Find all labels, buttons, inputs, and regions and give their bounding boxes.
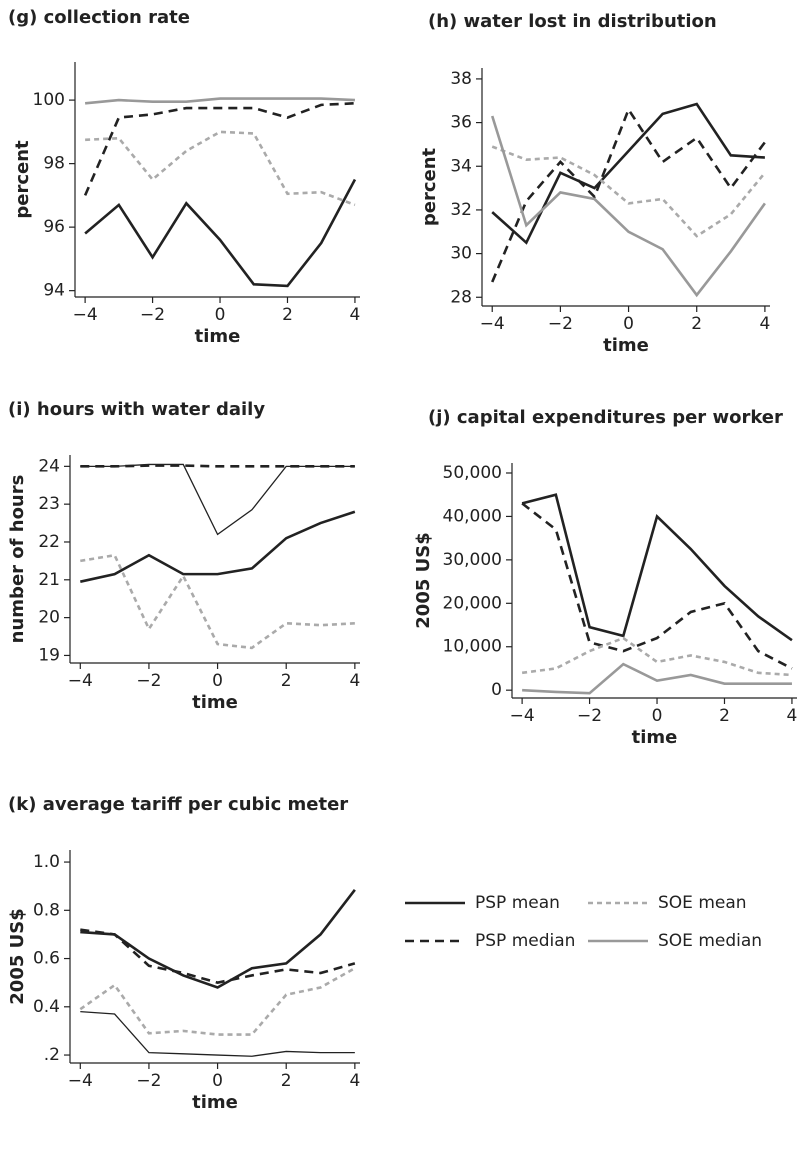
chart-title: (j) capital expenditures per worker xyxy=(428,407,783,428)
y-tick-label: 23 xyxy=(38,494,60,514)
y-tick-label: 0.6 xyxy=(33,949,60,969)
series-line xyxy=(521,636,793,677)
x-axis-label: time xyxy=(192,692,238,713)
y-tick-label: 21 xyxy=(38,570,60,590)
y-tick-label: 0.8 xyxy=(33,900,60,920)
y-tick-label: 96 xyxy=(43,217,65,237)
x-tick-label: −2 xyxy=(140,305,165,325)
series-line xyxy=(79,967,356,1036)
y-tick-label: 24 xyxy=(38,456,60,476)
x-tick-label: −2 xyxy=(136,1071,161,1091)
series-line xyxy=(80,928,356,985)
series-line xyxy=(84,97,356,105)
y-tick-label: 34 xyxy=(450,156,472,176)
x-tick-label: 4 xyxy=(350,305,361,325)
series-line xyxy=(491,145,766,238)
x-tick-label: −2 xyxy=(577,706,602,726)
y-tick-label: 0 xyxy=(491,680,502,700)
series-line xyxy=(80,1010,355,1057)
series-line xyxy=(80,510,356,583)
x-tick-label: 2 xyxy=(281,1071,292,1091)
x-tick-label: 0 xyxy=(652,706,663,726)
y-axis-label: number of hours xyxy=(7,475,28,644)
x-tick-label: −2 xyxy=(136,671,161,691)
y-tick-label: 98 xyxy=(43,154,65,174)
y-tick-label: 20,000 xyxy=(443,593,502,613)
y-tick-label: 32 xyxy=(450,200,472,220)
y-axis-label: percent xyxy=(12,140,33,219)
chart-title: (k) average tariff per cubic meter xyxy=(8,794,348,815)
x-axis-label: time xyxy=(603,335,649,356)
legend-label: SOE mean xyxy=(658,893,747,913)
x-tick-label: 0 xyxy=(212,1071,223,1091)
x-tick-label: −2 xyxy=(548,314,573,334)
y-tick-label: 10,000 xyxy=(443,637,502,657)
chart-title: (h) water lost in distribution xyxy=(428,11,717,32)
y-tick-label: 1.0 xyxy=(33,852,60,872)
chart-title: (g) collection rate xyxy=(8,7,190,28)
legend-label: SOE median xyxy=(658,931,762,951)
y-tick-label: .2 xyxy=(44,1045,60,1065)
y-tick-label: 19 xyxy=(38,645,60,665)
y-axis-label: 2005 US$ xyxy=(413,532,434,628)
x-tick-label: −4 xyxy=(68,1071,93,1091)
x-tick-label: 0 xyxy=(623,314,634,334)
y-tick-label: 30 xyxy=(450,244,472,264)
x-tick-label: 2 xyxy=(719,706,730,726)
y-tick-label: 94 xyxy=(43,281,65,301)
series-line xyxy=(80,463,355,536)
y-tick-label: 100 xyxy=(33,90,65,110)
y-tick-label: 36 xyxy=(450,113,472,133)
y-axis-label: percent xyxy=(419,147,440,226)
chart-title: (i) hours with water daily xyxy=(8,399,265,420)
series-line xyxy=(84,178,357,288)
series-line xyxy=(521,502,793,670)
x-axis-label: time xyxy=(195,326,241,347)
series-line xyxy=(80,553,355,650)
x-tick-label: 4 xyxy=(787,706,798,726)
x-tick-label: −4 xyxy=(73,305,98,325)
y-tick-label: 50,000 xyxy=(443,463,502,483)
x-tick-label: 2 xyxy=(281,671,292,691)
x-tick-label: 0 xyxy=(212,671,223,691)
series-line xyxy=(522,662,792,695)
x-tick-label: 4 xyxy=(759,314,770,334)
series-line xyxy=(521,493,793,642)
x-axis-label: time xyxy=(192,1092,238,1113)
x-tick-label: −4 xyxy=(68,671,93,691)
y-axis-label: 2005 US$ xyxy=(7,908,28,1004)
x-tick-label: 4 xyxy=(349,671,360,691)
x-tick-label: 4 xyxy=(349,1071,360,1091)
x-tick-label: −4 xyxy=(480,314,505,334)
y-tick-label: 30,000 xyxy=(443,550,502,570)
series-line xyxy=(83,101,356,196)
x-tick-label: 2 xyxy=(282,305,293,325)
x-tick-label: 2 xyxy=(691,314,702,334)
x-tick-label: −4 xyxy=(510,706,535,726)
y-tick-label: 0.4 xyxy=(33,997,60,1017)
y-tick-label: 40,000 xyxy=(443,506,502,526)
y-tick-label: 38 xyxy=(450,69,472,89)
y-tick-label: 28 xyxy=(450,287,472,307)
y-tick-label: 22 xyxy=(38,532,60,552)
series-line xyxy=(490,115,766,298)
y-tick-label: 20 xyxy=(38,608,60,628)
x-axis-label: time xyxy=(632,727,678,748)
x-tick-label: 0 xyxy=(215,305,226,325)
series-line xyxy=(491,102,765,245)
series-line xyxy=(80,889,356,989)
series-line xyxy=(491,106,766,283)
series-line xyxy=(85,130,356,207)
legend-label: PSP mean xyxy=(475,893,560,913)
legend-label: PSP median xyxy=(475,931,575,951)
